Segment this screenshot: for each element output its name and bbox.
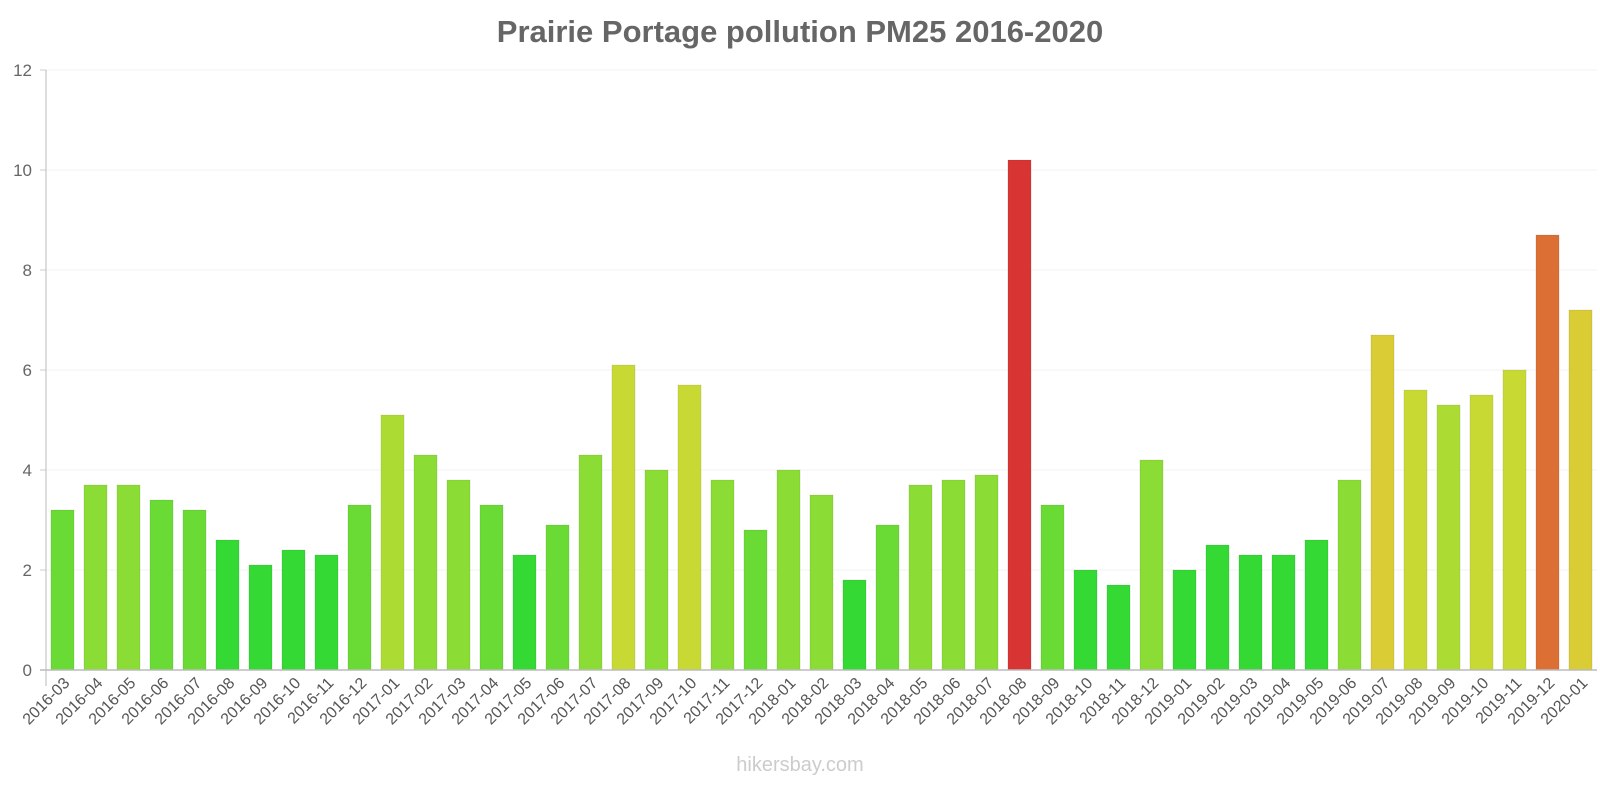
bar-2016-06[interactable] — [149, 499, 174, 671]
bar-2019-05[interactable] — [1304, 539, 1329, 671]
bar-2017-12[interactable] — [743, 529, 768, 671]
bar-2018-05[interactable] — [908, 484, 933, 671]
bar-2019-07[interactable] — [1370, 334, 1395, 671]
bar-2019-10[interactable] — [1469, 394, 1494, 671]
y-tick-label: 2 — [23, 561, 32, 580]
bar-2016-11[interactable] — [314, 554, 339, 671]
bar-2019-11[interactable] — [1502, 369, 1527, 671]
y-tick-label: 10 — [13, 161, 32, 180]
bar-2019-06[interactable] — [1337, 479, 1362, 671]
bar-2016-08[interactable] — [215, 539, 240, 671]
y-tick-label: 6 — [23, 361, 32, 380]
bar-2020-01[interactable] — [1568, 309, 1593, 671]
bar-2017-02[interactable] — [413, 454, 438, 671]
chart-title: Prairie Portage pollution PM25 2016-2020 — [496, 14, 1104, 49]
bar-2018-01[interactable] — [776, 469, 801, 671]
bar-2019-12[interactable] — [1535, 234, 1560, 671]
bar-2016-05[interactable] — [116, 484, 141, 671]
y-tick-label: 4 — [23, 461, 32, 480]
bar-2016-07[interactable] — [182, 509, 207, 671]
y-tick-label: 0 — [23, 661, 32, 680]
bar-2016-04[interactable] — [83, 484, 108, 671]
bar-2017-11[interactable] — [710, 479, 735, 671]
bar-2017-09[interactable] — [644, 469, 669, 671]
y-tick-label: 12 — [13, 61, 32, 80]
bar-2017-05[interactable] — [512, 554, 537, 671]
bar-2018-02[interactable] — [809, 494, 834, 671]
bar-2017-07[interactable] — [578, 454, 603, 671]
bar-2019-03[interactable] — [1238, 554, 1263, 671]
bar-2018-09[interactable] — [1040, 504, 1065, 671]
bar-2018-10[interactable] — [1073, 569, 1098, 671]
bar-2019-09[interactable] — [1436, 404, 1461, 671]
bar-2016-10[interactable] — [281, 549, 306, 671]
bar-2017-06[interactable] — [545, 524, 570, 671]
bar-2018-04[interactable] — [875, 524, 900, 671]
bar-2017-08[interactable] — [611, 364, 636, 671]
bar-2016-03[interactable] — [50, 509, 75, 671]
bar-2018-11[interactable] — [1106, 584, 1131, 671]
y-tick-label: 8 — [23, 261, 32, 280]
bar-2018-12[interactable] — [1139, 459, 1164, 671]
bar-2019-08[interactable] — [1403, 389, 1428, 671]
bar-2019-02[interactable] — [1205, 544, 1230, 671]
bar-2016-09[interactable] — [248, 564, 273, 671]
bar-2017-01[interactable] — [380, 414, 405, 671]
bar-2017-04[interactable] — [479, 504, 504, 671]
bar-2019-01[interactable] — [1172, 569, 1197, 671]
bar-2017-10[interactable] — [677, 384, 702, 671]
bar-2018-08[interactable] — [1007, 159, 1032, 671]
bar-2018-06[interactable] — [941, 479, 966, 671]
bar-2018-07[interactable] — [974, 474, 999, 671]
watermark: hikersbay.com — [736, 754, 864, 776]
bar-2019-04[interactable] — [1271, 554, 1296, 671]
bar-2018-03[interactable] — [842, 579, 867, 671]
bar-2017-03[interactable] — [446, 479, 471, 671]
bar-2016-12[interactable] — [347, 504, 372, 671]
